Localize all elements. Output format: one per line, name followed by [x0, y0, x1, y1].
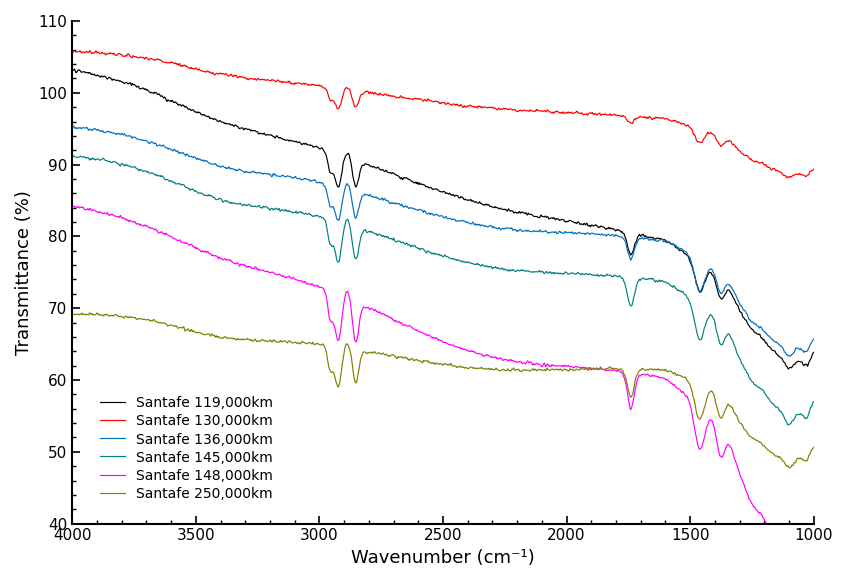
Line: Santafe 145,000km: Santafe 145,000km — [72, 155, 814, 425]
Santafe 130,000km — [248, 75, 258, 82]
Santafe 136,000km — [69, 122, 79, 129]
Santafe 148,000km — [239, 261, 249, 268]
Santafe 136,000km — [803, 346, 813, 353]
Santafe 136,000km — [67, 124, 77, 131]
Santafe 148,000km — [809, 524, 819, 531]
Line: Santafe 119,000km: Santafe 119,000km — [72, 69, 814, 369]
Santafe 119,000km — [803, 361, 813, 368]
Santafe 119,000km — [239, 125, 249, 132]
Santafe 250,000km — [809, 444, 819, 451]
Santafe 148,000km — [803, 541, 813, 548]
Santafe 130,000km — [809, 166, 819, 173]
Santafe 130,000km — [347, 94, 357, 101]
Santafe 148,000km — [67, 201, 77, 208]
Santafe 148,000km — [347, 313, 357, 320]
Santafe 148,000km — [243, 263, 254, 270]
Santafe 136,000km — [243, 169, 254, 176]
Santafe 250,000km — [399, 354, 410, 361]
Santafe 119,000km — [347, 165, 357, 172]
Santafe 130,000km — [782, 175, 792, 182]
Santafe 130,000km — [803, 172, 813, 179]
Santafe 119,000km — [70, 66, 80, 73]
Santafe 130,000km — [243, 76, 254, 83]
Santafe 136,000km — [239, 169, 249, 176]
Santafe 130,000km — [75, 47, 85, 54]
Santafe 130,000km — [239, 74, 249, 81]
Santafe 119,000km — [248, 127, 258, 134]
Santafe 145,000km — [247, 203, 257, 210]
Santafe 145,000km — [347, 235, 357, 242]
Santafe 250,000km — [239, 336, 249, 343]
Santafe 250,000km — [67, 311, 77, 318]
Santafe 136,000km — [785, 353, 795, 360]
Santafe 145,000km — [783, 421, 793, 428]
Santafe 136,000km — [809, 335, 819, 342]
Santafe 145,000km — [809, 398, 819, 405]
Santafe 250,000km — [803, 455, 813, 462]
Santafe 250,000km — [347, 358, 357, 365]
Santafe 119,000km — [243, 126, 254, 133]
Santafe 148,000km — [399, 321, 410, 328]
X-axis label: Wavenumber (cm⁻¹): Wavenumber (cm⁻¹) — [351, 549, 535, 567]
Santafe 250,000km — [243, 336, 254, 343]
Santafe 119,000km — [67, 67, 77, 74]
Santafe 148,000km — [784, 555, 795, 562]
Santafe 250,000km — [784, 464, 795, 471]
Santafe 145,000km — [803, 413, 813, 420]
Line: Santafe 136,000km: Santafe 136,000km — [72, 126, 814, 356]
Santafe 250,000km — [248, 338, 258, 345]
Line: Santafe 148,000km: Santafe 148,000km — [72, 205, 814, 558]
Line: Santafe 250,000km: Santafe 250,000km — [72, 313, 814, 468]
Santafe 119,000km — [399, 175, 410, 182]
Y-axis label: Transmittance (%): Transmittance (%) — [15, 190, 33, 355]
Santafe 119,000km — [809, 349, 819, 356]
Line: Santafe 130,000km: Santafe 130,000km — [72, 51, 814, 178]
Santafe 145,000km — [243, 201, 254, 208]
Santafe 136,000km — [399, 203, 410, 210]
Santafe 148,000km — [247, 265, 257, 272]
Santafe 145,000km — [67, 151, 77, 158]
Santafe 136,000km — [248, 168, 258, 175]
Santafe 145,000km — [239, 201, 249, 208]
Santafe 130,000km — [67, 49, 77, 56]
Santafe 130,000km — [399, 94, 410, 101]
Santafe 136,000km — [347, 197, 357, 204]
Legend: Santafe 119,000km, Santafe 130,000km, Santafe 136,000km, Santafe 145,000km, Sant: Santafe 119,000km, Santafe 130,000km, Sa… — [94, 391, 278, 506]
Santafe 119,000km — [784, 365, 794, 372]
Santafe 250,000km — [85, 309, 95, 316]
Santafe 145,000km — [399, 240, 410, 247]
